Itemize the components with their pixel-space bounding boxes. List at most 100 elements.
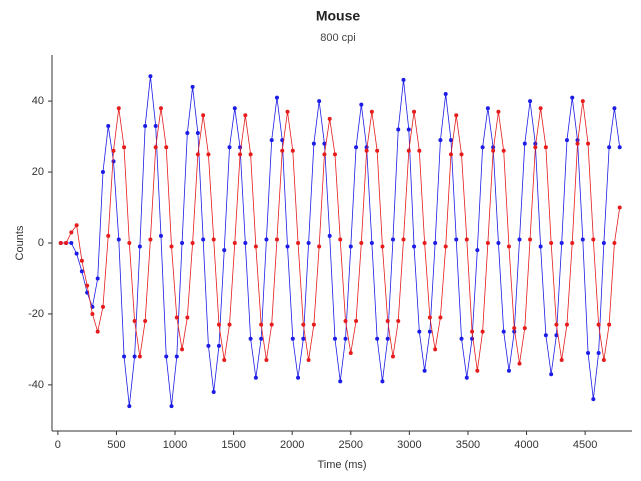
data-point (554, 322, 559, 327)
data-point (169, 404, 174, 409)
data-point (538, 244, 543, 249)
data-point (417, 148, 422, 153)
data-point (190, 241, 195, 245)
data-point (195, 152, 200, 157)
data-point (591, 237, 596, 242)
data-point (422, 368, 427, 373)
data-point (259, 322, 264, 327)
data-point (232, 241, 237, 245)
data-point (290, 336, 295, 341)
data-point (390, 354, 395, 359)
data-point (406, 148, 411, 153)
data-point (332, 152, 337, 157)
data-point (137, 354, 142, 359)
data-point (396, 127, 401, 132)
x-tick-label: 1500 (221, 439, 245, 451)
data-point (396, 319, 401, 324)
x-tick-label: 4000 (514, 439, 538, 451)
data-point (496, 241, 501, 245)
data-point (222, 358, 227, 363)
data-point (575, 141, 580, 146)
data-point (533, 145, 538, 150)
data-point (506, 244, 511, 249)
data-point (385, 336, 390, 341)
data-point (359, 241, 364, 245)
data-point (285, 244, 290, 249)
data-point (280, 148, 285, 153)
data-point (501, 329, 506, 334)
data-point (311, 141, 316, 146)
data-point (232, 106, 237, 111)
data-point (528, 237, 533, 242)
data-point (364, 148, 369, 153)
data-point (285, 109, 290, 114)
data-point (369, 109, 374, 114)
data-point (375, 336, 380, 341)
x-tick-label: 1000 (163, 439, 187, 451)
data-point (148, 237, 153, 242)
data-point (559, 358, 564, 363)
data-point (79, 258, 84, 263)
data-point (380, 379, 385, 384)
data-point (290, 148, 295, 153)
data-point (564, 322, 569, 327)
data-point (591, 397, 596, 402)
data-point (206, 152, 211, 157)
x-tick-label: 4500 (573, 439, 597, 451)
data-point (559, 241, 564, 245)
data-point (496, 109, 501, 114)
data-point (137, 244, 142, 249)
data-point (143, 319, 148, 324)
data-point (264, 358, 269, 363)
data-point (459, 152, 464, 157)
x-tick-label: 2500 (339, 439, 363, 451)
data-point (69, 241, 74, 245)
data-point (385, 319, 390, 324)
data-point (586, 350, 591, 355)
data-point (222, 248, 227, 253)
data-point (243, 241, 248, 245)
y-tick-label: -20 (28, 308, 44, 320)
data-point (106, 123, 111, 128)
data-point (475, 368, 480, 373)
data-point (543, 145, 548, 150)
data-point (248, 152, 253, 157)
data-point (417, 329, 422, 334)
data-point (491, 148, 496, 153)
data-point (612, 241, 617, 245)
data-point (454, 113, 459, 118)
data-point (412, 109, 417, 114)
chart-subtitle: 800 cpi (320, 32, 355, 44)
data-point (427, 315, 432, 320)
data-point (517, 237, 522, 242)
y-tick-label: 0 (38, 237, 44, 249)
x-tick-label: 3500 (456, 439, 480, 451)
data-point (296, 375, 301, 380)
data-point (174, 315, 179, 320)
data-point (575, 138, 580, 143)
data-point (238, 152, 243, 157)
data-point (317, 244, 322, 249)
y-axis-label: Counts (14, 225, 26, 260)
data-point (132, 354, 137, 359)
data-point (564, 138, 569, 143)
data-point (464, 237, 469, 242)
data-point (269, 322, 274, 327)
data-point (359, 102, 364, 107)
data-point (343, 336, 348, 341)
data-point (480, 145, 485, 150)
data-point (216, 343, 221, 348)
data-point (111, 159, 116, 164)
data-point (227, 145, 232, 150)
y-tick-label: -40 (28, 379, 44, 391)
data-point (332, 336, 337, 341)
data-point (607, 145, 612, 150)
data-point (106, 233, 111, 238)
data-point (343, 319, 348, 324)
data-point (570, 95, 575, 100)
data-point (116, 237, 121, 242)
data-point (95, 329, 100, 334)
data-point (327, 233, 332, 238)
